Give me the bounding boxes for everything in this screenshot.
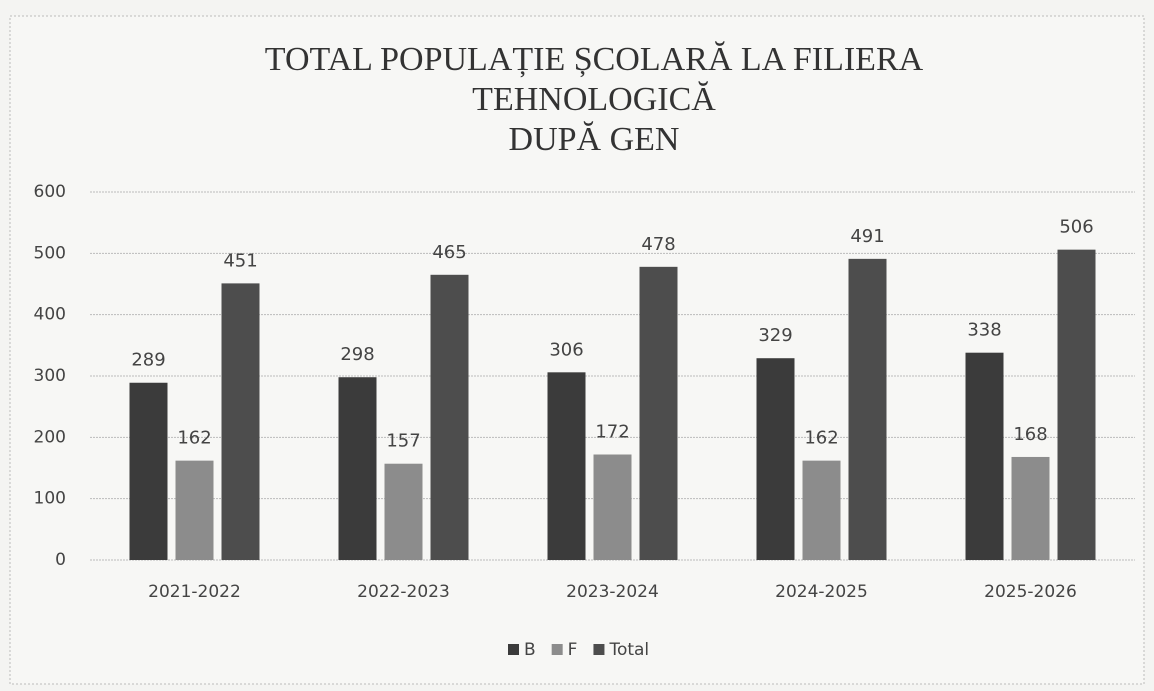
bar [1011,456,1050,560]
bar [639,266,678,560]
bar [593,454,632,560]
data-label: 491 [850,226,884,247]
bar [1057,249,1096,561]
x-tick-label: 2021-2022 [148,582,241,602]
bar [848,258,887,560]
data-label: 298 [340,344,374,365]
bar [129,382,168,560]
data-label: 172 [595,422,629,443]
bar [430,274,469,560]
bar [384,463,423,560]
y-tick-label: 0 [55,550,66,570]
data-label: 478 [641,234,675,255]
legend-label: F [568,640,578,660]
legend-swatch [508,644,519,655]
data-label: 306 [549,339,583,360]
data-label: 168 [1013,424,1047,445]
data-label: 162 [177,428,211,449]
y-tick-label: 300 [34,366,66,386]
y-tick-label: 100 [34,489,66,509]
y-tick-label: 500 [34,243,66,263]
data-label: 451 [223,250,257,271]
bar [547,372,586,560]
data-label: 338 [967,320,1001,341]
bar [756,358,795,560]
y-tick-label: 600 [34,182,66,202]
chart-title: TOTAL POPULAȚIE ȘCOLARĂ LA FILIERA [265,41,924,78]
y-tick-label: 200 [34,427,66,447]
x-tick-label: 2023-2024 [566,582,659,602]
x-tick-label: 2025-2026 [984,582,1077,602]
legend-label: Total [608,640,649,660]
bar [802,460,841,560]
bar [965,352,1004,560]
data-label: 157 [386,431,420,452]
bar [338,377,377,560]
bar [175,460,214,560]
chart-title: TEHNOLOGICĂ [472,81,716,118]
data-label: 162 [804,428,838,449]
x-tick-label: 2024-2025 [775,582,868,602]
legend-label: B [524,640,536,660]
data-label: 329 [758,325,792,346]
data-label: 465 [432,242,466,263]
legend-swatch [551,644,563,655]
chart-frame [9,15,1145,685]
chart-title: DUPĂ GEN [509,121,680,158]
bar [221,283,260,560]
data-label: 506 [1059,217,1093,238]
legend-swatch [593,644,605,655]
x-tick-label: 2022-2023 [357,582,450,602]
data-label: 289 [131,350,165,371]
y-tick-label: 400 [34,305,66,325]
